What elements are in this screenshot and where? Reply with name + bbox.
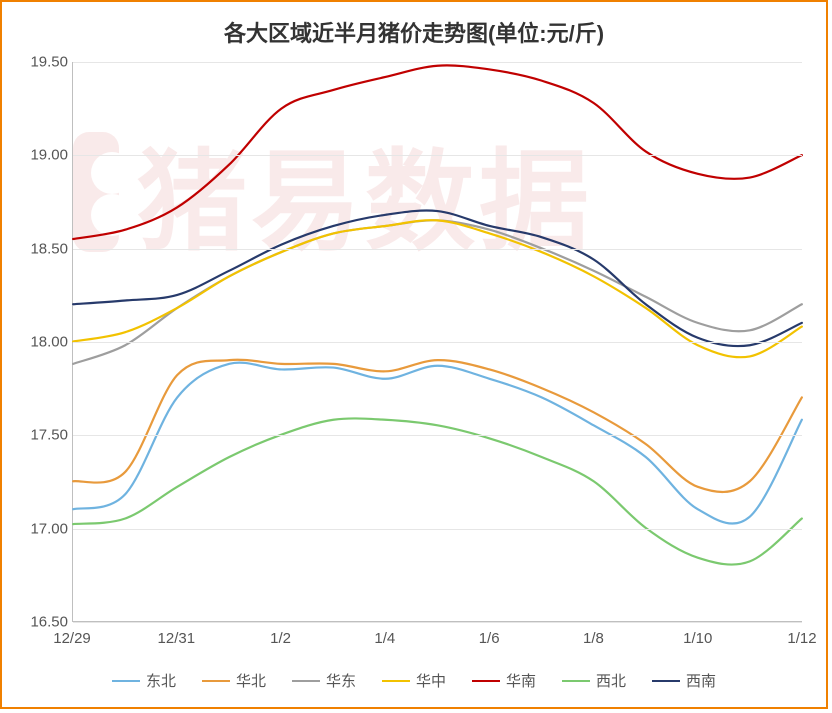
gridline-h	[73, 435, 802, 436]
legend-item-西南: 西南	[652, 670, 716, 691]
legend-label: 华北	[236, 670, 266, 691]
y-axis-label: 17.50	[8, 427, 68, 444]
legend-item-东北: 东北	[112, 670, 176, 691]
chart-frame: 各大区域近半月猪价走势图(单位:元/斤) 猪易数据 东北 华北 华东 华中 华南 西北 西南…	[0, 0, 828, 709]
x-axis-label: 12/29	[53, 630, 91, 647]
series-line-东北	[73, 363, 802, 524]
legend-item-西北: 西北	[562, 670, 626, 691]
legend-swatch	[472, 680, 500, 682]
legend-label: 华东	[326, 670, 356, 691]
gridline-h	[73, 342, 802, 343]
x-axis-label: 1/6	[479, 630, 500, 647]
legend-swatch	[292, 680, 320, 682]
legend: 东北 华北 华东 华中 华南 西北 西南	[2, 670, 826, 691]
legend-item-华北: 华北	[202, 670, 266, 691]
y-axis-label: 18.00	[8, 334, 68, 351]
legend-swatch	[112, 680, 140, 682]
legend-swatch	[562, 680, 590, 682]
x-axis-label: 12/31	[158, 630, 196, 647]
legend-swatch	[202, 680, 230, 682]
gridline-h	[73, 155, 802, 156]
series-line-西南	[73, 210, 802, 346]
legend-swatch	[382, 680, 410, 682]
legend-item-华东: 华东	[292, 670, 356, 691]
series-line-华南	[73, 65, 802, 239]
x-axis-label: 1/8	[583, 630, 604, 647]
y-axis-label: 18.50	[8, 240, 68, 257]
x-axis-label: 1/12	[787, 630, 816, 647]
y-axis-label: 17.00	[8, 520, 68, 537]
gridline-h	[73, 622, 802, 623]
legend-label: 华中	[416, 670, 446, 691]
x-axis-label: 1/10	[683, 630, 712, 647]
y-axis-label: 19.00	[8, 147, 68, 164]
legend-label: 西北	[596, 670, 626, 691]
y-axis-label: 16.50	[8, 614, 68, 631]
legend-label: 华南	[506, 670, 536, 691]
gridline-h	[73, 529, 802, 530]
x-axis-label: 1/4	[374, 630, 395, 647]
legend-label: 西南	[686, 670, 716, 691]
plot-area: 猪易数据	[72, 62, 802, 622]
x-axis-label: 1/2	[270, 630, 291, 647]
series-line-西北	[73, 418, 802, 564]
legend-swatch	[652, 680, 680, 682]
legend-label: 东北	[146, 670, 176, 691]
gridline-h	[73, 62, 802, 63]
legend-item-华南: 华南	[472, 670, 536, 691]
y-axis-label: 19.50	[8, 54, 68, 71]
chart-title: 各大区域近半月猪价走势图(单位:元/斤)	[2, 16, 826, 48]
legend-item-华中: 华中	[382, 670, 446, 691]
gridline-h	[73, 249, 802, 250]
